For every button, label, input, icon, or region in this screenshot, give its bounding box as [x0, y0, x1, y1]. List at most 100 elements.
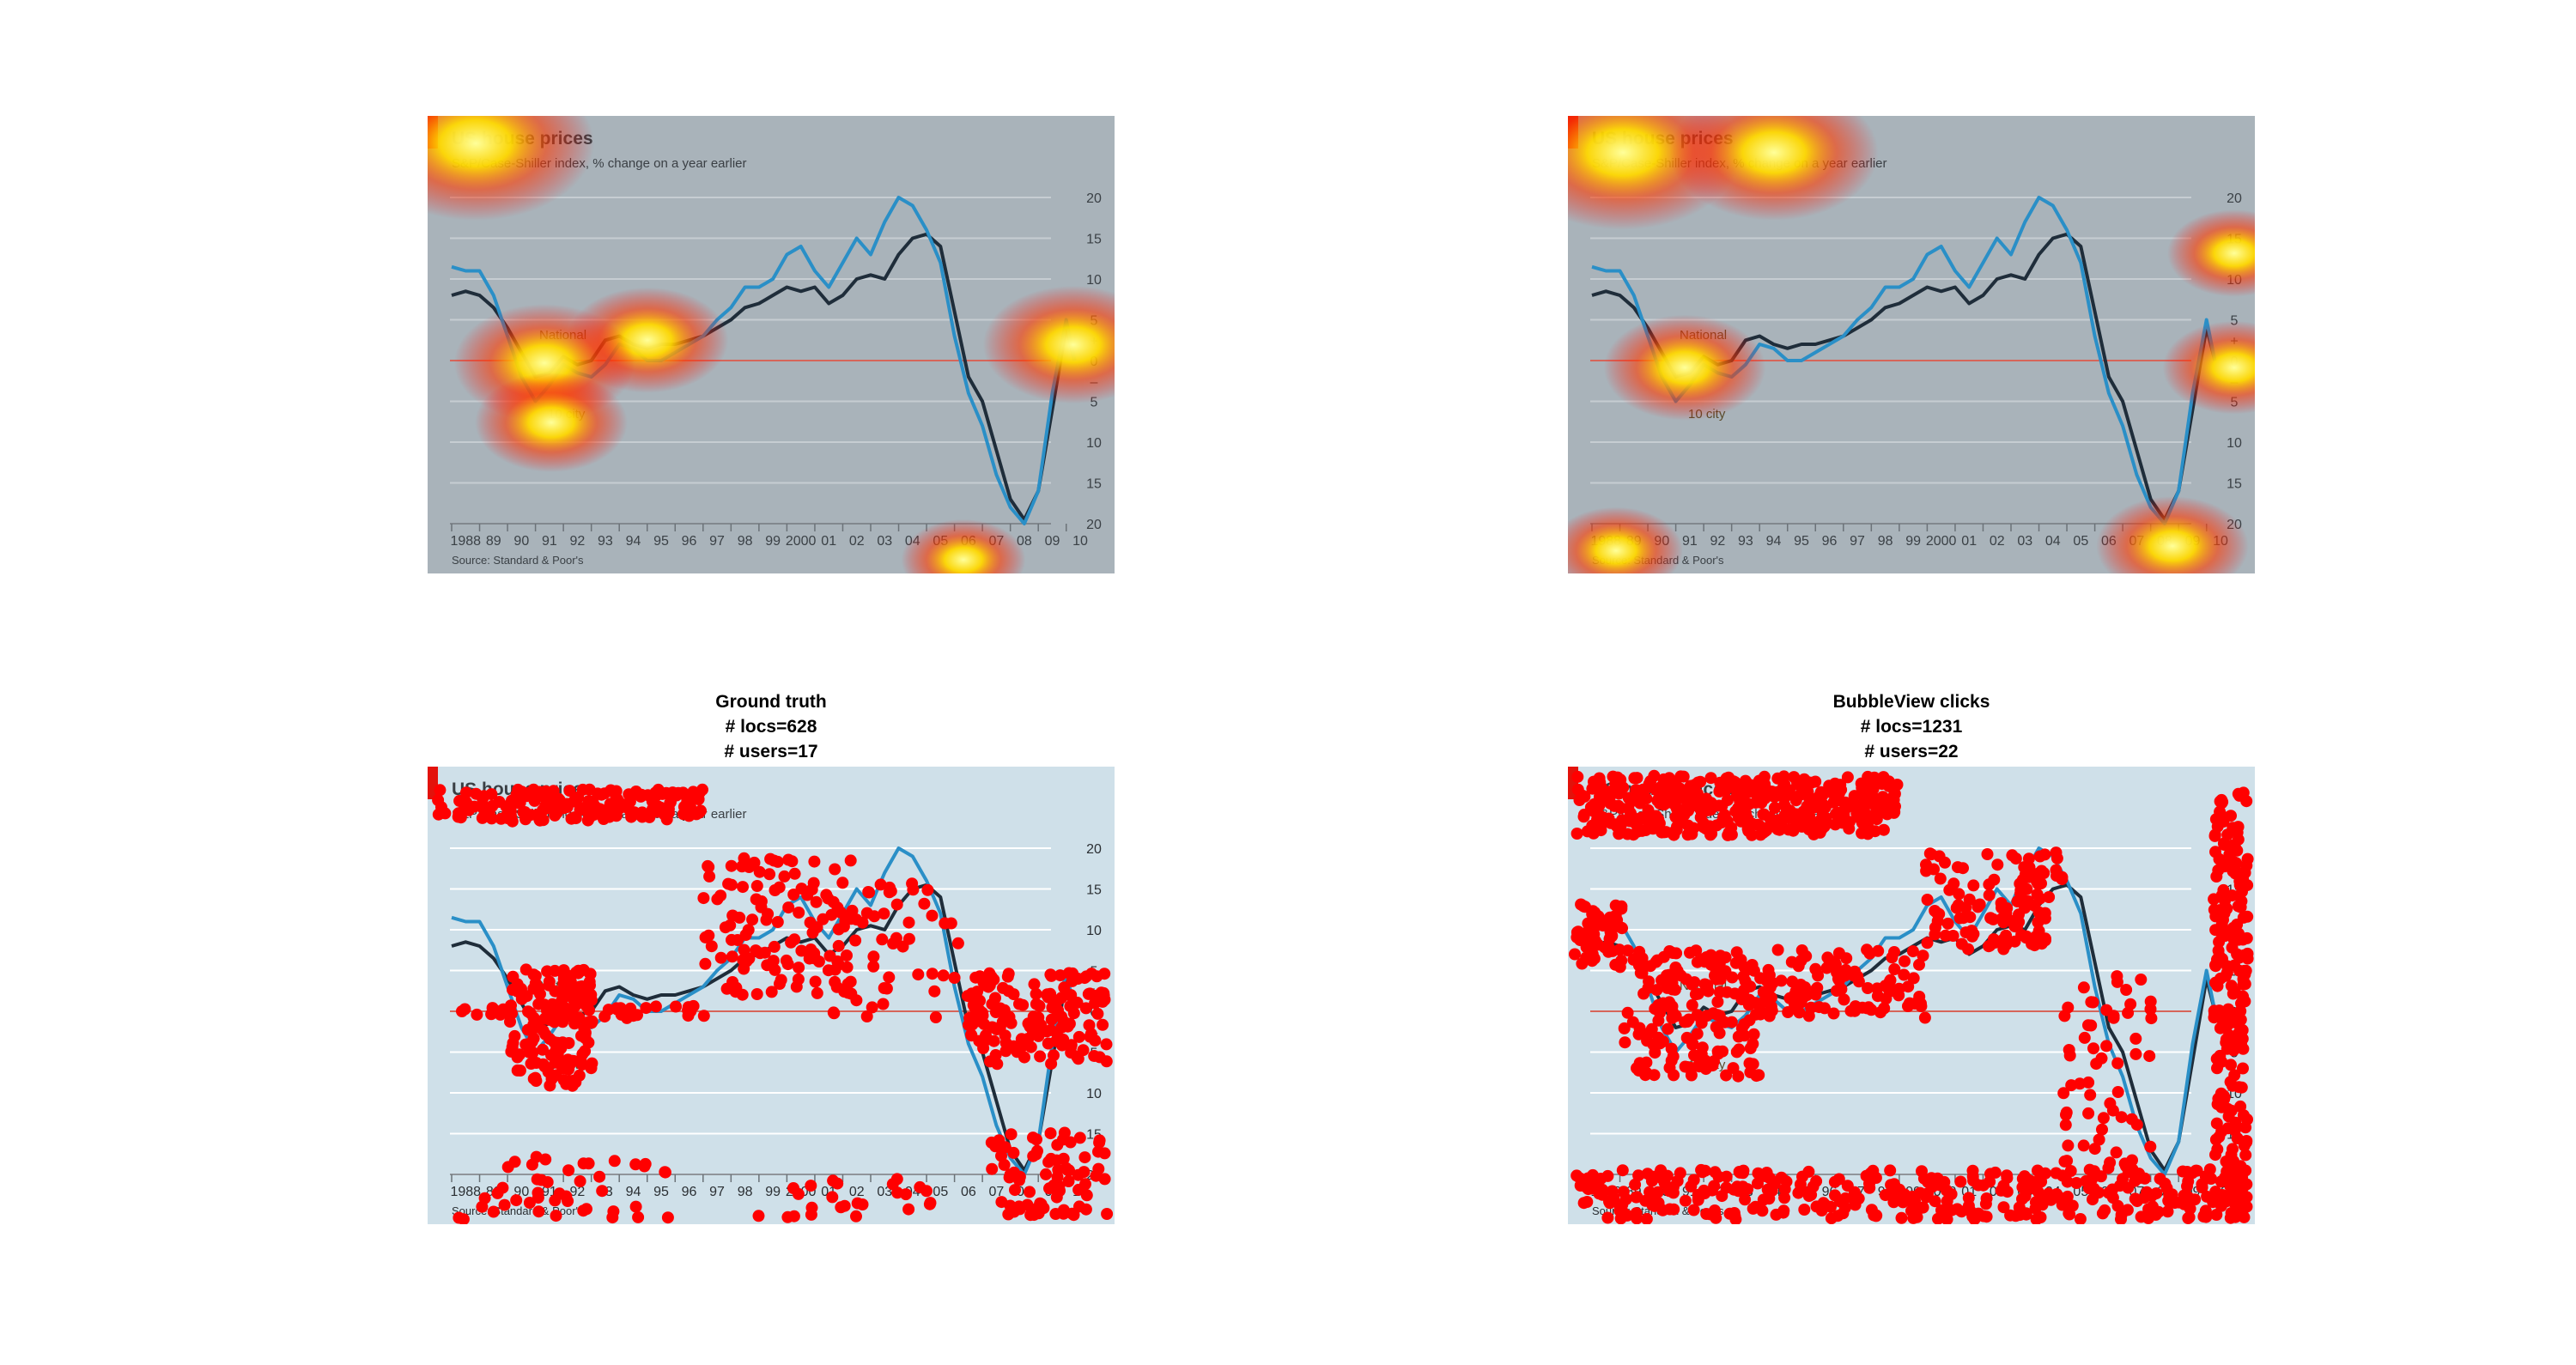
click-marker [1685, 1180, 1698, 1192]
click-marker [1770, 1208, 1783, 1221]
click-marker [836, 877, 849, 889]
x-tick-label: 05 [2073, 534, 2088, 549]
click-marker [1955, 937, 1968, 950]
click-marker [2233, 927, 2245, 940]
click-marker [711, 893, 724, 906]
click-marker [2084, 1089, 2097, 1101]
click-marker [592, 787, 604, 800]
click-marker [1777, 780, 1789, 793]
click-marker [593, 1170, 606, 1183]
click-marker [1773, 823, 1786, 836]
click-marker [2237, 873, 2250, 885]
x-tick-label: 05 [933, 1185, 948, 1199]
click-marker [2097, 1112, 2110, 1125]
click-marker [811, 986, 823, 999]
click-marker [1007, 988, 1020, 1001]
click-marker [926, 909, 939, 922]
click-marker [1899, 955, 1911, 968]
click-marker [1920, 1188, 1933, 1201]
title-line-3: # users=17 [724, 742, 818, 761]
click-marker [557, 802, 570, 815]
click-marker [2014, 884, 2027, 896]
click-marker [1710, 1021, 1722, 1034]
click-marker [1621, 944, 1634, 957]
click-marker [2138, 1172, 2151, 1185]
click-marker [2214, 972, 2227, 985]
click-marker [2088, 1143, 2101, 1156]
click-marker [508, 1029, 521, 1042]
click-marker [1051, 1138, 1064, 1151]
click-marker [2232, 821, 2245, 834]
click-marker [758, 946, 771, 959]
click-marker [805, 1180, 817, 1192]
click-marker [1091, 1007, 1104, 1020]
click-marker [1615, 900, 1628, 913]
click-marker [1584, 801, 1597, 814]
click-marker [527, 783, 540, 796]
click-marker [1988, 873, 2001, 886]
click-marker [1062, 1175, 1075, 1187]
click-marker [887, 937, 900, 949]
click-marker [2216, 810, 2229, 823]
click-marker [809, 975, 822, 988]
click-marker [1595, 780, 1607, 793]
click-marker [1856, 1001, 1868, 1014]
click-marker [2106, 1104, 2119, 1117]
click-marker [1692, 1188, 1704, 1201]
click-marker [1814, 826, 1826, 839]
click-marker [1004, 1168, 1017, 1181]
click-marker [1003, 1010, 1016, 1023]
click-marker [1941, 917, 1954, 930]
click-marker [537, 1024, 550, 1037]
x-tick-label: 96 [682, 534, 697, 549]
click-marker [1753, 1069, 1765, 1082]
click-marker [510, 1194, 523, 1207]
click-marker [1066, 1207, 1078, 1220]
click-marker [963, 1018, 975, 1031]
click-marker [2111, 1086, 2124, 1098]
click-marker [827, 1006, 840, 1019]
click-marker [435, 801, 447, 814]
click-marker [1920, 864, 1933, 877]
click-marker [627, 1010, 640, 1022]
click-marker [1044, 1127, 1057, 1140]
click-marker [1653, 793, 1666, 805]
click-marker [1730, 1046, 1743, 1059]
click-marker [1721, 986, 1734, 998]
click-marker [1849, 799, 1862, 812]
click-marker [1631, 772, 1643, 785]
click-marker [1027, 1150, 1040, 1162]
click-marker [1073, 1131, 1086, 1144]
click-marker [2190, 1164, 2202, 1177]
click-marker [1778, 1183, 1791, 1196]
click-marker [1619, 1192, 1632, 1205]
click-marker [1741, 1183, 1754, 1196]
click-marker [1015, 1033, 1028, 1046]
click-marker [746, 913, 759, 926]
click-marker [2129, 1032, 2142, 1045]
click-marker [539, 1153, 552, 1166]
x-tick-label: 03 [2017, 534, 2032, 549]
click-marker [1983, 889, 1996, 901]
click-marker [1631, 1212, 1643, 1224]
click-marker [1576, 957, 1589, 970]
click-marker [805, 1201, 818, 1214]
click-marker [550, 1210, 562, 1222]
click-marker [1888, 963, 1901, 975]
click-marker [719, 921, 732, 934]
click-marker [1906, 945, 1919, 958]
click-marker [1829, 794, 1842, 807]
click-marker [2111, 1057, 2124, 1070]
x-tick-label: 95 [653, 534, 669, 549]
click-marker [2234, 901, 2247, 913]
click-marker [515, 992, 528, 1005]
click-marker [866, 1001, 878, 1014]
click-marker [1622, 802, 1635, 815]
click-marker [677, 800, 690, 813]
x-tick-label: 91 [1682, 534, 1698, 549]
click-marker [750, 880, 763, 892]
click-marker [743, 861, 756, 873]
click-marker [2241, 952, 2254, 965]
click-marker [2197, 1210, 2210, 1222]
click-marker [1980, 1192, 1993, 1204]
